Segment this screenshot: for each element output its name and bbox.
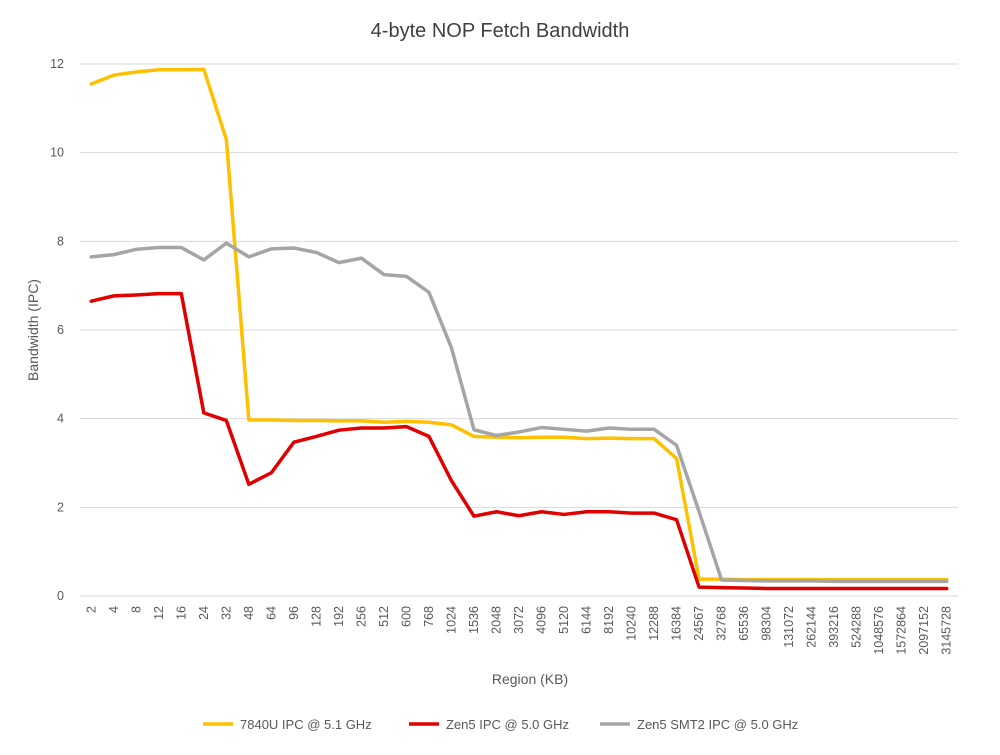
x-tick-label: 12288	[647, 606, 661, 641]
y-tick-label: 0	[57, 589, 64, 603]
legend: 7840U IPC @ 5.1 GHz Zen5 IPC @ 5.0 GHz Zen…	[203, 717, 798, 732]
x-tick-label: 512	[377, 606, 391, 627]
x-tick-label: 600	[399, 606, 413, 627]
y-tick-label: 6	[57, 323, 64, 337]
x-tick-label: 1024	[444, 606, 458, 634]
y-axis-title: Bandwidth (IPC)	[25, 279, 41, 381]
x-tick-label: 768	[422, 606, 436, 627]
legend-label: 7840U IPC @ 5.1 GHz	[240, 717, 372, 732]
x-tick-label: 192	[332, 606, 346, 627]
series-line-1	[89, 291, 949, 591]
y-tick-label: 2	[57, 500, 64, 514]
x-tick-label: 5120	[557, 606, 571, 634]
series-lines	[89, 67, 949, 591]
y-tick-label: 10	[50, 146, 64, 160]
x-tick-label: 6144	[580, 606, 594, 634]
y-tick-label: 8	[57, 234, 64, 248]
x-tick-label: 3145728	[940, 606, 954, 655]
x-axis-ticks: 2 4 8 12 16 24 32 48 64 96 128 192 256 512 600 768 1024 1…	[84, 606, 953, 655]
x-tick-label: 12	[152, 606, 166, 620]
series-line-0	[89, 67, 949, 582]
x-tick-label: 8	[129, 606, 143, 613]
x-tick-label: 8192	[602, 606, 616, 634]
x-tick-label: 10240	[625, 606, 639, 641]
x-tick-label: 96	[287, 606, 301, 620]
legend-label: Zen5 SMT2 IPC @ 5.0 GHz	[637, 717, 798, 732]
x-tick-label: 128	[309, 606, 323, 627]
x-tick-label: 48	[242, 606, 256, 620]
x-axis-title: Region (KB)	[492, 671, 568, 687]
legend-item-1: Zen5 IPC @ 5.0 GHz	[409, 717, 569, 732]
x-tick-label: 256	[354, 606, 368, 627]
x-tick-label: 524288	[850, 606, 864, 648]
x-tick-label: 131072	[782, 606, 796, 648]
x-tick-label: 16384	[670, 606, 684, 641]
x-tick-label: 1536	[467, 606, 481, 634]
x-tick-label: 393216	[827, 606, 841, 648]
x-tick-label: 32	[219, 606, 233, 620]
y-axis-ticks: 0 2 4 6 8 10 12	[50, 57, 64, 603]
x-tick-label: 1572864	[895, 606, 909, 655]
x-tick-label: 1048576	[872, 606, 886, 655]
x-tick-label: 2048	[489, 606, 503, 634]
x-tick-label: 65536	[737, 606, 751, 641]
x-tick-label: 16	[174, 606, 188, 620]
x-tick-label: 2	[84, 606, 98, 613]
x-tick-label: 262144	[805, 606, 819, 648]
legend-label: Zen5 IPC @ 5.0 GHz	[446, 717, 569, 732]
legend-item-0: 7840U IPC @ 5.1 GHz	[203, 717, 372, 732]
x-tick-label: 3072	[512, 606, 526, 634]
chart-title: 4-byte NOP Fetch Bandwidth	[371, 20, 630, 42]
x-tick-label: 24567	[692, 606, 706, 641]
series-line-2	[89, 241, 949, 584]
legend-item-2: Zen5 SMT2 IPC @ 5.0 GHz	[600, 717, 798, 732]
y-tick-label: 12	[50, 57, 64, 71]
x-tick-label: 4	[107, 606, 121, 613]
x-tick-label: 98304	[760, 606, 774, 641]
x-tick-label: 2097152	[917, 606, 931, 655]
x-tick-label: 4096	[535, 606, 549, 634]
y-tick-label: 4	[57, 412, 64, 426]
x-tick-label: 32768	[715, 606, 729, 641]
x-tick-label: 64	[264, 606, 278, 620]
x-tick-label: 24	[197, 606, 211, 620]
